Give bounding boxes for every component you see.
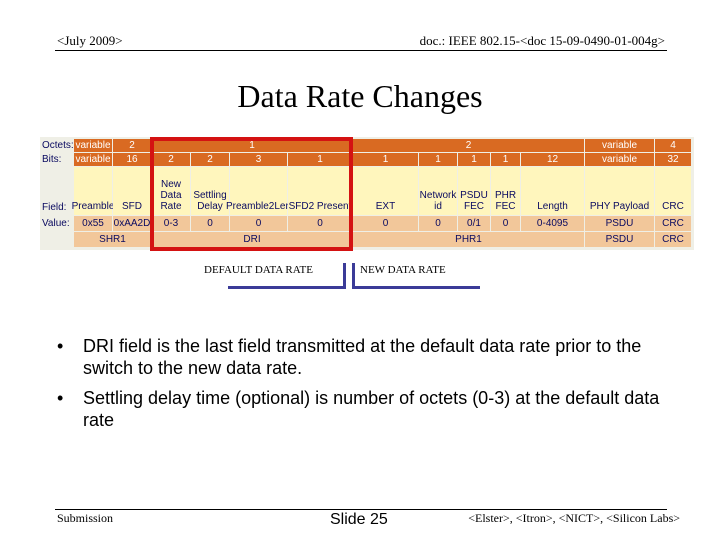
bits-sfd2-present: 1 [288, 153, 352, 166]
default-rate-bracket [228, 263, 346, 289]
value-preamble2len: 0 [230, 216, 287, 231]
bits-settling-delay: 2 [191, 153, 229, 166]
header-right: doc.: IEEE 802.15-<doc 15-09-0490-01-004… [419, 33, 665, 48]
bits-crc: 32 [655, 153, 691, 166]
row-label-octets: Octets: [42, 140, 74, 151]
group-psdu: PSDU [585, 232, 654, 247]
group-crc: CRC [655, 232, 691, 247]
row-label-bits: Bits: [42, 154, 62, 165]
bits-sfd: 16 [113, 153, 151, 166]
bits-network-id: 1 [419, 153, 457, 166]
value-preamble: 0x55 [74, 216, 112, 231]
dri-highlight-box [150, 137, 353, 251]
frame-format-table: Octets: variable 2 1 2 variable 4 Bits: … [40, 137, 694, 250]
bits-length: 12 [521, 153, 584, 166]
group-phr1: PHR1 [353, 232, 584, 247]
field-network-id: Network id [419, 167, 457, 215]
row-label-value: Value: [42, 218, 70, 229]
value-network-id: 0 [419, 216, 457, 231]
field-crc: CRC [655, 167, 691, 215]
field-sfd: SFD [113, 167, 151, 215]
field-phr-fec: PHR FEC [491, 167, 520, 215]
octets-payload: variable [585, 139, 654, 152]
header-left: <July 2009> [57, 33, 123, 48]
bullet-item: • Settling delay time (optional) is numb… [57, 387, 677, 431]
value-payload: PSDU [585, 216, 654, 231]
octets-crc: 4 [655, 139, 691, 152]
footer-divider [55, 509, 667, 510]
field-new-data-rate: New Data Rate [152, 167, 190, 215]
field-psdu-fec: PSDU FEC [458, 167, 490, 215]
octets-preamble: variable [74, 139, 112, 152]
value-sfd2-present: 0 [288, 216, 352, 231]
bits-psdu-fec: 1 [458, 153, 490, 166]
bullet-text: Settling delay time (optional) is number… [83, 388, 660, 430]
row-label-field: Field: [42, 202, 67, 213]
bullet-dot-icon: • [57, 388, 64, 408]
header-divider [55, 50, 667, 51]
value-new-data-rate: 0-3 [152, 216, 190, 231]
value-crc: CRC [655, 216, 691, 231]
field-preamble2len: Preamble2Len [226, 167, 291, 215]
footer-slide-number: Slide 25 [330, 511, 388, 528]
field-settling-delay: Settling Delay [191, 167, 229, 215]
group-shr1: SHR1 [74, 232, 151, 247]
value-settling-delay: 0 [191, 216, 229, 231]
field-payload: PHY Payload [585, 167, 654, 215]
bits-phr-fec: 1 [491, 153, 520, 166]
value-phr-fec: 0 [491, 216, 520, 231]
bits-new-data-rate: 2 [152, 153, 190, 166]
bits-preamble2len: 3 [230, 153, 287, 166]
slide-title: Data Rate Changes [237, 78, 483, 114]
footer-submission: Submission [57, 511, 114, 525]
value-length: 0-4095 [521, 216, 584, 231]
value-psdu-fec: 0/1 [458, 216, 490, 231]
bits-preamble: variable [74, 153, 112, 166]
bits-payload: variable [585, 153, 654, 166]
bullet-list: • DRI field is the last field transmitte… [57, 335, 677, 439]
bullet-item: • DRI field is the last field transmitte… [57, 335, 677, 379]
octets-dri: 1 [152, 139, 352, 152]
octets-sfd: 2 [113, 139, 151, 152]
field-sfd2-present: SFD2 Present [288, 167, 352, 215]
bits-ext: 1 [353, 153, 418, 166]
new-rate-label: NEW DATA RATE [360, 264, 446, 276]
field-length: Length [521, 167, 584, 215]
bullet-dot-icon: • [57, 336, 64, 356]
field-ext: EXT [353, 167, 418, 215]
value-ext: 0 [353, 216, 418, 231]
bullet-text: DRI field is the last field transmitted … [83, 336, 642, 378]
group-dri: DRI [152, 232, 352, 247]
footer-authors: <Elster>, <Itron>, <NICT>, <Silicon Labs… [468, 511, 680, 525]
value-sfd: 0xAA2D [113, 216, 151, 231]
octets-phr: 2 [353, 139, 584, 152]
field-preamble: Preamble [72, 167, 114, 215]
new-rate-bracket [352, 263, 480, 289]
default-rate-label: DEFAULT DATA RATE [204, 264, 313, 276]
